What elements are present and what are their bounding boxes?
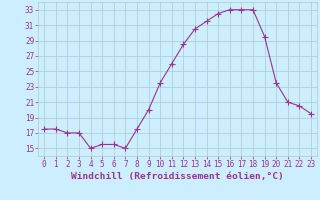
X-axis label: Windchill (Refroidissement éolien,°C): Windchill (Refroidissement éolien,°C) <box>71 172 284 181</box>
